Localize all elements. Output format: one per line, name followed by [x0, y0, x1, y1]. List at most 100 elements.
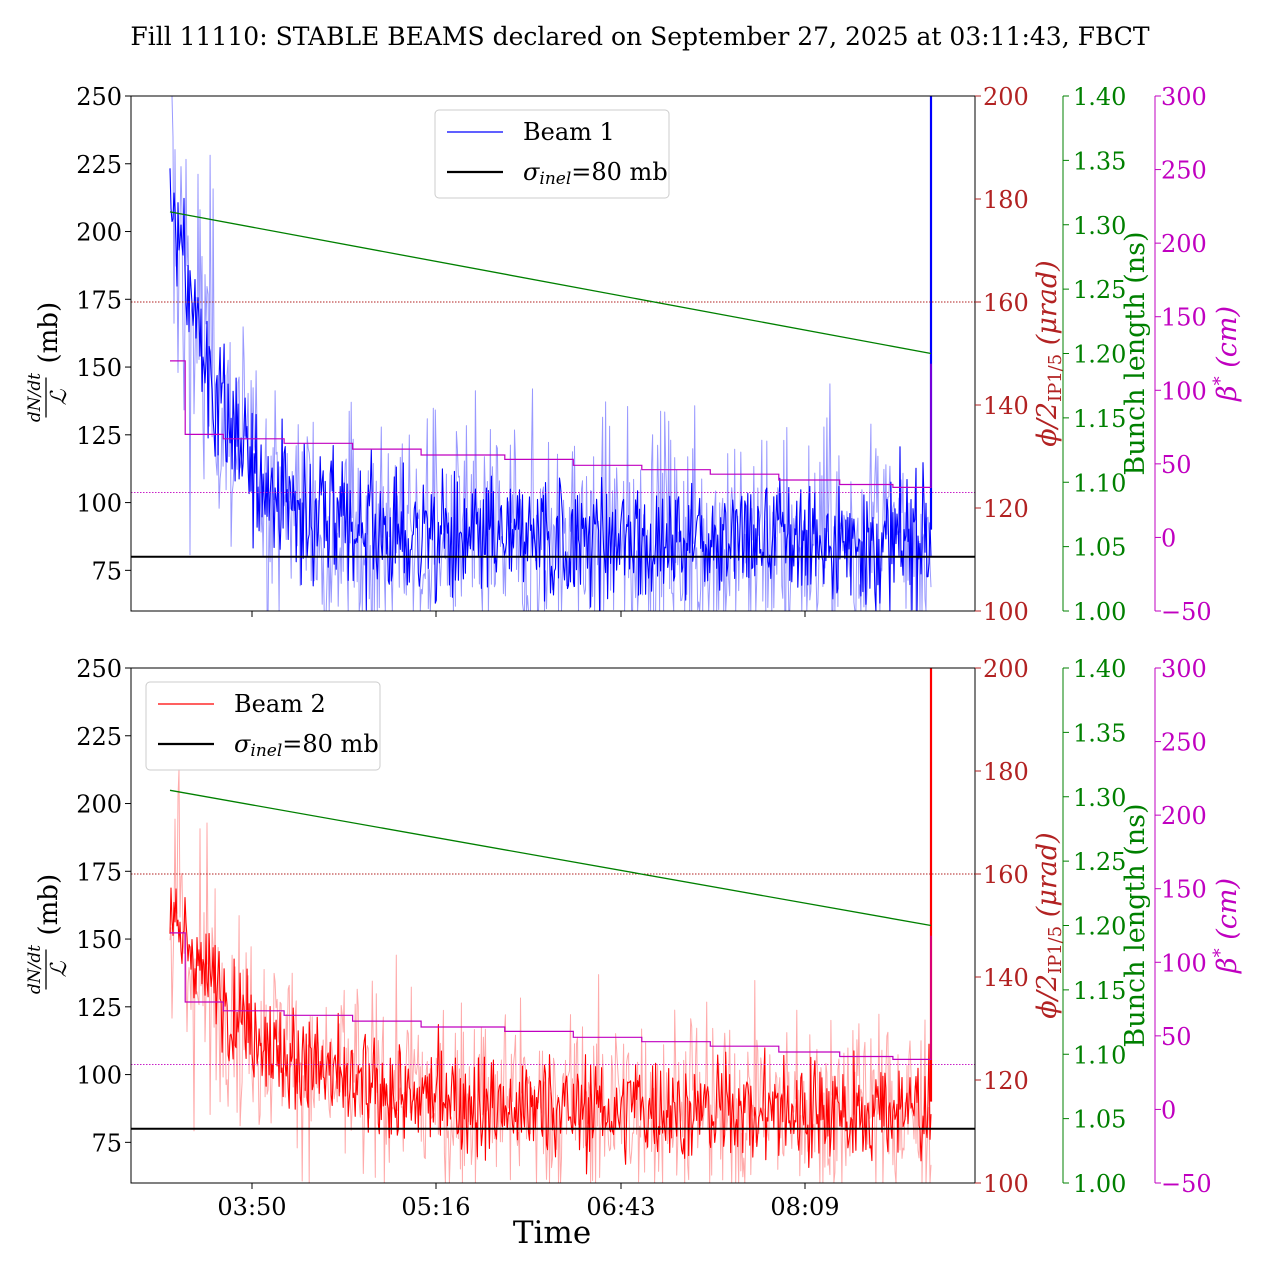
y-crossing-label-space	[1032, 345, 1063, 354]
y-crossing-tick-label: 180	[983, 758, 1029, 786]
y-crossing-label-text: ϕ/2IP1/5 (μrad)	[1032, 832, 1066, 1018]
y-beta-tick-label: 200	[1161, 802, 1207, 830]
y-left-axis-label: dN/dt ℒ (mb)	[25, 302, 72, 422]
y-bunch-axis-label: Bunch length (ns)	[1120, 231, 1151, 475]
y-beta-tick-label: 50	[1161, 451, 1192, 479]
beta-star-step-line	[170, 932, 932, 1060]
y-left-axis-label: dN/dt ℒ (mb)	[25, 874, 72, 994]
y-crossing-label-sub: IP1/5	[1045, 926, 1066, 974]
y-left-tick-label: 250	[76, 655, 122, 683]
y-left-label-unit: (mb)	[34, 874, 64, 936]
y-beta-label-sup: *	[1210, 376, 1231, 385]
y-left-label-denominator: ℒ	[47, 960, 72, 977]
y-beta-tick-label: 100	[1161, 949, 1207, 977]
y-left-label-denominator: ℒ	[47, 388, 72, 405]
y-crossing-label-sub: IP1/5	[1045, 354, 1066, 402]
y-crossing-label-text: ϕ/2IP1/5 (μrad)	[1032, 260, 1066, 446]
panel-top: 75 100 125 150 175 200 225 250 dN/dt ℒ (mb) 100 120 1…	[25, 83, 1243, 626]
y-left-tick-label: 225	[76, 151, 122, 179]
y-beta-tick-label: 0	[1161, 524, 1176, 552]
x-tick-label: 05:16	[401, 1193, 470, 1221]
y-crossing-label-unit: (μrad)	[1032, 260, 1063, 345]
legend-sigma-symbol: σ	[523, 158, 540, 186]
y-left-tick-label: 200	[76, 791, 122, 819]
y-crossing-tick-label: 100	[983, 1170, 1029, 1198]
y-bunch-label-text: Bunch length (ns)	[1120, 803, 1151, 1047]
plot-frame	[130, 667, 976, 1184]
plot-frame	[130, 95, 976, 612]
y-beta-label-text: β* (cm)	[1210, 306, 1243, 402]
y-crossing-tick-label: 200	[983, 83, 1029, 111]
legend-label-beam: Beam 1	[523, 118, 615, 146]
y-beta-tick-label: 250	[1161, 157, 1207, 185]
y-bunch-tick-label: 1.20	[1073, 341, 1126, 369]
y-bunch-tick-label: 1.15	[1073, 405, 1126, 433]
bunch-length-line	[169, 789, 932, 927]
y-left-tick-label: 150	[76, 354, 122, 382]
y-bunch-tick-label: 1.00	[1073, 598, 1126, 626]
y-beta-tick-label: 50	[1161, 1023, 1192, 1051]
y-bunch-tick-label: 1.35	[1073, 147, 1126, 175]
legend-label-beam: Beam 2	[234, 690, 326, 718]
y-crossing-tick-label: 160	[983, 861, 1029, 889]
y-beta-label-unit: (cm)	[1212, 878, 1243, 940]
y-beta-tick-label: −50	[1161, 1170, 1212, 1198]
y-left-tick-label: 100	[76, 490, 122, 518]
y-crossing-axis-label: ϕ/2IP1/5 (μrad)	[1032, 832, 1066, 1018]
legend-sigma-rest: =80 mb	[282, 730, 378, 758]
y-beta-tick-label: 150	[1161, 876, 1207, 904]
legend-label-sigma: σinel=80 mb	[234, 730, 379, 761]
y-beta-tick-label: 300	[1161, 83, 1207, 111]
bunch-length-line	[169, 211, 932, 355]
y-beta-tick-label: 250	[1161, 729, 1207, 757]
y-beta-axis-label: β* (cm)	[1210, 878, 1243, 974]
y-bunch-tick-label: 1.30	[1073, 212, 1126, 240]
y-left-tick-label: 175	[76, 858, 122, 886]
legend: Beam 1 σinel=80 mb	[434, 109, 670, 199]
y-bunch-tick-label: 1.10	[1073, 469, 1126, 497]
y-bunch-tick-label: 1.25	[1073, 848, 1126, 876]
y-left-tick-label: 125	[76, 994, 122, 1022]
y-bunch-tick-label: 1.05	[1073, 534, 1126, 562]
y-beta-label-sup: *	[1210, 948, 1231, 957]
y-bunch-tick-label: 1.35	[1073, 719, 1126, 747]
y-crossing-label-main: ϕ/2	[1032, 402, 1063, 447]
legend-sigma-symbol: σ	[234, 730, 251, 758]
data-layer	[131, 668, 975, 1183]
y-crossing-label-unit: (μrad)	[1032, 832, 1063, 917]
beta-star-step-line	[170, 360, 932, 488]
y-bunch-tick-label: 1.10	[1073, 1041, 1126, 1069]
y-bunch-tick-label: 1.20	[1073, 913, 1126, 941]
beam-series-line	[169, 887, 932, 1175]
legend-sigma-sub: inel	[250, 741, 282, 761]
y-beta-label-text: β* (cm)	[1210, 878, 1243, 974]
legend-sigma-sub: inel	[539, 169, 571, 189]
y-bunch-tick-label: 1.15	[1073, 977, 1126, 1005]
figure-title: Fill 11110: STABLE BEAMS declared on Sep…	[130, 22, 1150, 51]
y-left-label-unit: (mb)	[34, 302, 64, 364]
y-bunch-label-text: Bunch length (ns)	[1120, 231, 1151, 475]
y-beta-label-space	[1212, 368, 1243, 377]
y-beta-tick-label: 200	[1161, 230, 1207, 258]
y-crossing-tick-label: 180	[983, 186, 1029, 214]
y-bunch-tick-label: 1.40	[1073, 83, 1126, 111]
y-bunch-tick-label: 1.00	[1073, 1170, 1126, 1198]
panel-bottom: 75 100 125 150 175 200 225 250 dN/dt ℒ (mb) 100 120 1…	[25, 655, 1243, 1221]
y-bunch-tick-label: 1.30	[1073, 784, 1126, 812]
y-crossing-tick-label: 160	[983, 289, 1029, 317]
legend-sigma-rest: =80 mb	[571, 158, 667, 186]
y-bunch-axis-label: Bunch length (ns)	[1120, 803, 1151, 1047]
y-left-tick-label: 75	[91, 557, 122, 585]
legend: Beam 2 σinel=80 mb	[145, 681, 381, 771]
y-beta-tick-label: 150	[1161, 304, 1207, 332]
y-left-tick-label: 225	[76, 723, 122, 751]
x-axis-label: Time	[513, 1215, 591, 1251]
y-left-label-numerator: dN/dt	[25, 373, 45, 422]
y-crossing-tick-label: 200	[983, 655, 1029, 683]
y-beta-tick-label: 300	[1161, 655, 1207, 683]
x-tick-label: 08:09	[770, 1193, 839, 1221]
data-layer	[131, 96, 975, 611]
x-tick-label: 03:50	[217, 1193, 286, 1221]
